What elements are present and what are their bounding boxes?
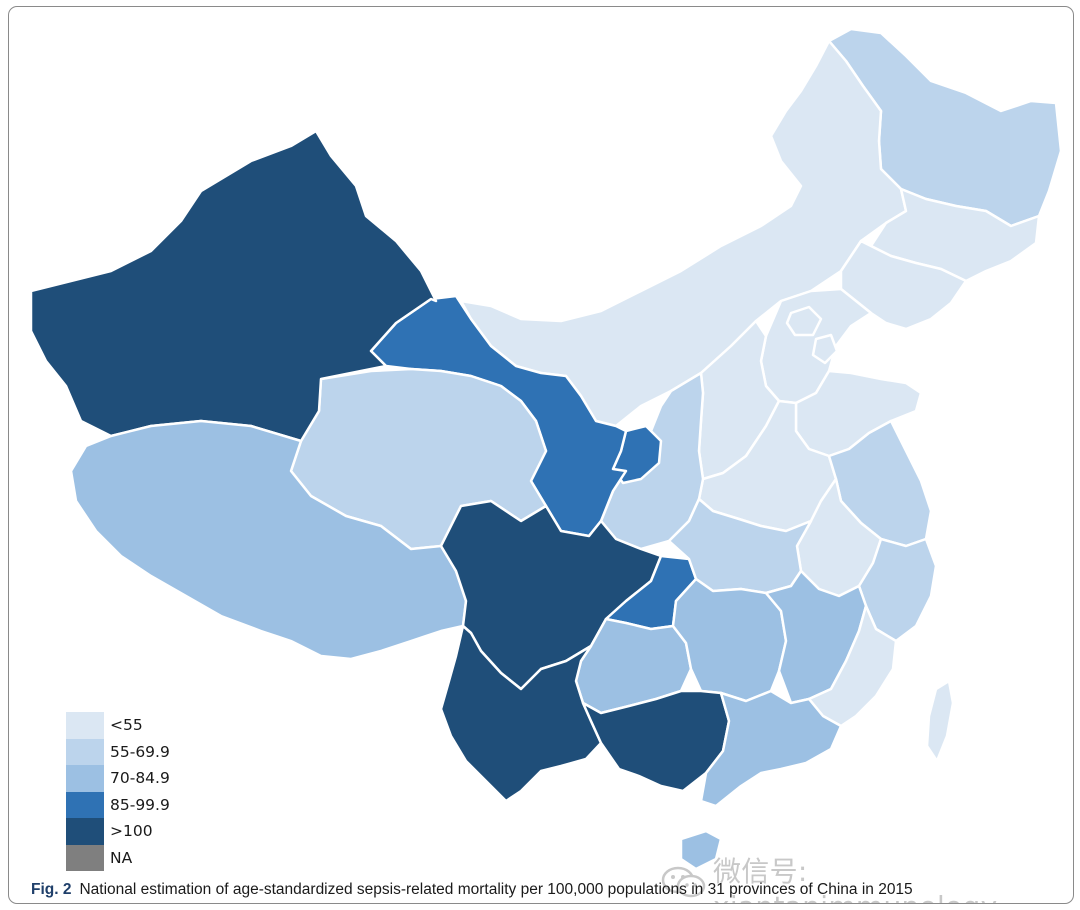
legend-label: 70-84.9	[110, 769, 170, 788]
island-taiwan	[925, 679, 955, 763]
province-tibet	[69, 419, 468, 661]
legend-label: >100	[110, 822, 153, 841]
legend-label: 55-69.9	[110, 742, 170, 761]
china-province-map	[29, 27, 1063, 871]
province-tianjin	[811, 333, 839, 365]
figure-frame: <55 55-69.9 70-84.9 85-99.9 >100 NA	[8, 6, 1074, 904]
watermark-text: 微信号: xiantanimmunology	[713, 855, 997, 903]
legend-swatch	[66, 765, 104, 792]
province-hainan	[679, 829, 723, 871]
province-liaoning	[839, 239, 968, 331]
province-jilin	[869, 187, 1041, 283]
legend-item: 85-99.9	[66, 791, 170, 818]
caption-text: National estimation of age-standardized …	[79, 881, 913, 898]
province-guangdong	[699, 689, 843, 808]
legend-swatch	[66, 818, 104, 845]
watermark: 微信号: xiantanimmunology	[661, 850, 1073, 903]
legend-swatch	[66, 712, 104, 739]
figure-caption: Fig. 2 National estimation of age-standar…	[31, 881, 913, 899]
legend-label: NA	[110, 848, 133, 867]
province-beijing	[785, 305, 823, 337]
legend-swatch	[66, 738, 104, 765]
legend-item: NA	[66, 844, 170, 871]
legend-item: 55-69.9	[66, 738, 170, 765]
province-fujian	[807, 604, 898, 728]
legend-swatch	[66, 791, 104, 818]
legend-label: <55	[110, 716, 143, 735]
map-legend: <55 55-69.9 70-84.9 85-99.9 >100 NA	[66, 712, 170, 871]
legend-item: <55	[66, 712, 170, 739]
caption-label: Fig. 2	[31, 881, 72, 898]
legend-item: >100	[66, 818, 170, 845]
province-zhejiang	[857, 537, 938, 643]
legend-label: 85-99.9	[110, 795, 170, 814]
legend-swatch	[66, 844, 104, 871]
wechat-icon	[661, 866, 707, 903]
legend-item: 70-84.9	[66, 765, 170, 792]
